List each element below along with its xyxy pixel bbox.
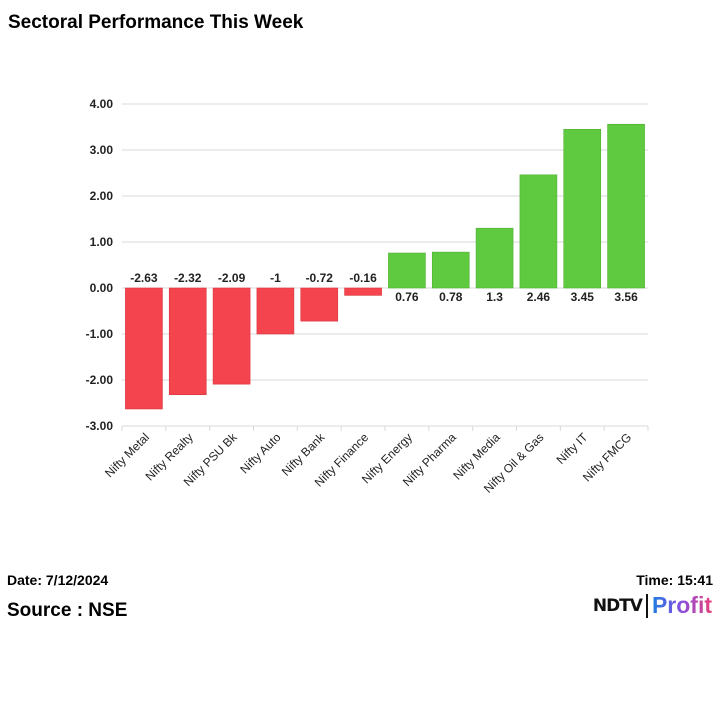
chart-title: Sectoral Performance This Week <box>8 12 304 33</box>
bar <box>388 252 426 289</box>
bar <box>168 287 207 396</box>
y-tick-label: -1.00 <box>86 327 114 341</box>
logo-divider <box>645 593 648 618</box>
bar <box>125 287 163 410</box>
bar <box>344 287 382 296</box>
bar <box>431 251 470 289</box>
bar-chart: 4.00 3.00 2.00 1.00 0.00 -1.00 -2.00 -3.00 -2.63… <box>86 97 649 496</box>
data-label: 3.56 <box>614 290 638 304</box>
x-tick-label: Nifty IT <box>554 430 591 467</box>
data-label: 0.78 <box>439 290 463 304</box>
data-label: 1.3 <box>486 290 503 304</box>
bar <box>563 129 602 289</box>
data-label: -0.72 <box>306 271 334 285</box>
y-tick-label: 3.00 <box>90 143 114 157</box>
y-tick-label: -2.00 <box>86 373 114 387</box>
data-label: -1 <box>270 271 281 285</box>
bar <box>607 123 645 289</box>
data-label: -2.09 <box>218 271 246 285</box>
y-tick-label: 4.00 <box>90 97 114 111</box>
data-label: 0.76 <box>395 290 419 304</box>
data-label: -2.63 <box>130 271 158 285</box>
x-tick-label: Nifty Auto <box>237 430 283 476</box>
bar <box>475 227 514 289</box>
data-label: -2.32 <box>174 271 202 285</box>
data-label: -0.16 <box>349 271 377 285</box>
bar <box>256 287 295 335</box>
bar <box>212 287 251 385</box>
source-label: Source : NSE <box>7 600 128 621</box>
y-tick-label: 0.00 <box>90 281 114 295</box>
bar <box>519 174 558 289</box>
y-tick-label: -3.00 <box>86 419 114 433</box>
date-label: Date: 7/12/2024 <box>7 572 109 588</box>
logo-profit: Profit <box>651 592 712 618</box>
data-label: 2.46 <box>527 290 551 304</box>
y-tick-label: 1.00 <box>90 235 114 249</box>
time-label: Time: 15:41 <box>636 572 713 588</box>
logo-ndtv: NDTV <box>592 595 643 616</box>
ndtv-profit-logo: NDTV Profit <box>593 592 712 619</box>
bar <box>300 287 339 322</box>
y-tick-label: 2.00 <box>90 189 114 203</box>
data-label: 3.45 <box>571 290 595 304</box>
